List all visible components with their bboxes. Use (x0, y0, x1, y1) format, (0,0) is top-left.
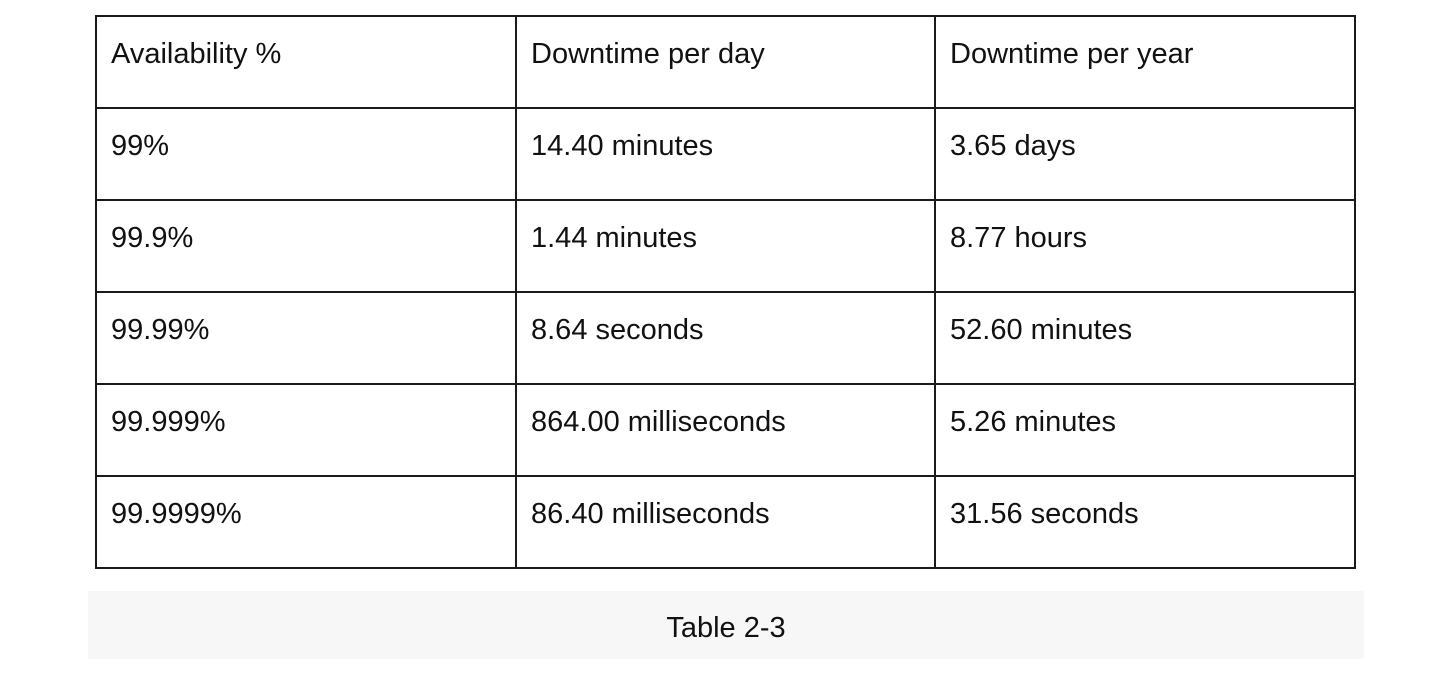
cell-availability: 99.9% (95, 199, 517, 293)
cell-downtime-per-year: 3.65 days (934, 107, 1356, 201)
cell-downtime-per-year: 31.56 seconds (934, 475, 1356, 569)
header-downtime-per-year: Downtime per year (934, 15, 1356, 109)
cell-availability: 99.99% (95, 291, 517, 385)
caption-band: Table 2-3 (88, 591, 1364, 659)
cell-downtime-per-day: 14.40 minutes (515, 107, 936, 201)
availability-table: Availability % Downtime per day Downtime… (95, 15, 1356, 569)
table-row: 99.999% 864.00 milliseconds 5.26 minutes (95, 383, 1356, 477)
table-caption: Table 2-3 (666, 612, 786, 644)
availability-table-container: Availability % Downtime per day Downtime… (95, 15, 1356, 569)
cell-downtime-per-year: 52.60 minutes (934, 291, 1356, 385)
cell-downtime-per-year: 8.77 hours (934, 199, 1356, 293)
cell-downtime-per-day: 1.44 minutes (515, 199, 936, 293)
cell-downtime-per-year: 5.26 minutes (934, 383, 1356, 477)
cell-downtime-per-day: 864.00 milliseconds (515, 383, 936, 477)
table-row: 99% 14.40 minutes 3.65 days (95, 107, 1356, 201)
header-downtime-per-day: Downtime per day (515, 15, 936, 109)
table-header-row: Availability % Downtime per day Downtime… (95, 15, 1356, 109)
cell-availability: 99.9999% (95, 475, 517, 569)
table-row: 99.99% 8.64 seconds 52.60 minutes (95, 291, 1356, 385)
cell-downtime-per-day: 8.64 seconds (515, 291, 936, 385)
table-row: 99.9999% 86.40 milliseconds 31.56 second… (95, 475, 1356, 569)
cell-availability: 99% (95, 107, 517, 201)
cell-downtime-per-day: 86.40 milliseconds (515, 475, 936, 569)
table-row: 99.9% 1.44 minutes 8.77 hours (95, 199, 1356, 293)
cell-availability: 99.999% (95, 383, 517, 477)
header-availability: Availability % (95, 15, 517, 109)
